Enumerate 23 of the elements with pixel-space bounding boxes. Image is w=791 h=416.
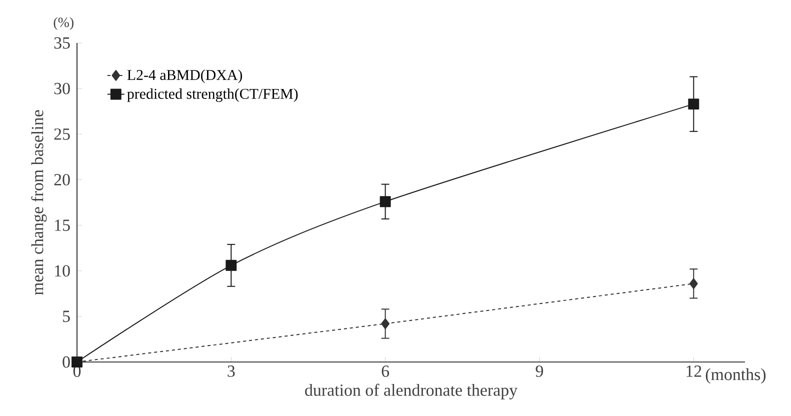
y-tick-label: 10	[55, 265, 70, 277]
x-axis-title: duration of alendronate therapy	[305, 384, 518, 400]
text: (%)	[54, 17, 74, 30]
y-tick-label: 20	[54, 174, 70, 186]
y-tick-label: 15	[55, 220, 70, 231]
point	[381, 318, 390, 330]
y-tick-label: 30	[54, 82, 70, 94]
y-axis-title: mean change from baseline	[31, 110, 47, 296]
x-tick-label: 12	[686, 366, 702, 377]
y-tick-label: 35	[54, 37, 70, 49]
x-tick-label: 9	[536, 366, 544, 377]
text: (months)	[706, 368, 766, 384]
legend-label: predicted strength(CT/FEM)	[127, 88, 298, 102]
point	[688, 98, 700, 110]
y-tick-label: 5	[63, 310, 70, 322]
x-tick-label: 3	[228, 366, 235, 377]
y-tick-label: 0	[62, 356, 70, 368]
legend-label: L2-4 aBMD(DXA)	[127, 70, 242, 84]
y-tick-label: 25	[54, 128, 70, 140]
point	[380, 196, 391, 208]
point	[226, 260, 237, 271]
x-tick-label: 6	[382, 366, 390, 377]
point	[689, 278, 698, 290]
